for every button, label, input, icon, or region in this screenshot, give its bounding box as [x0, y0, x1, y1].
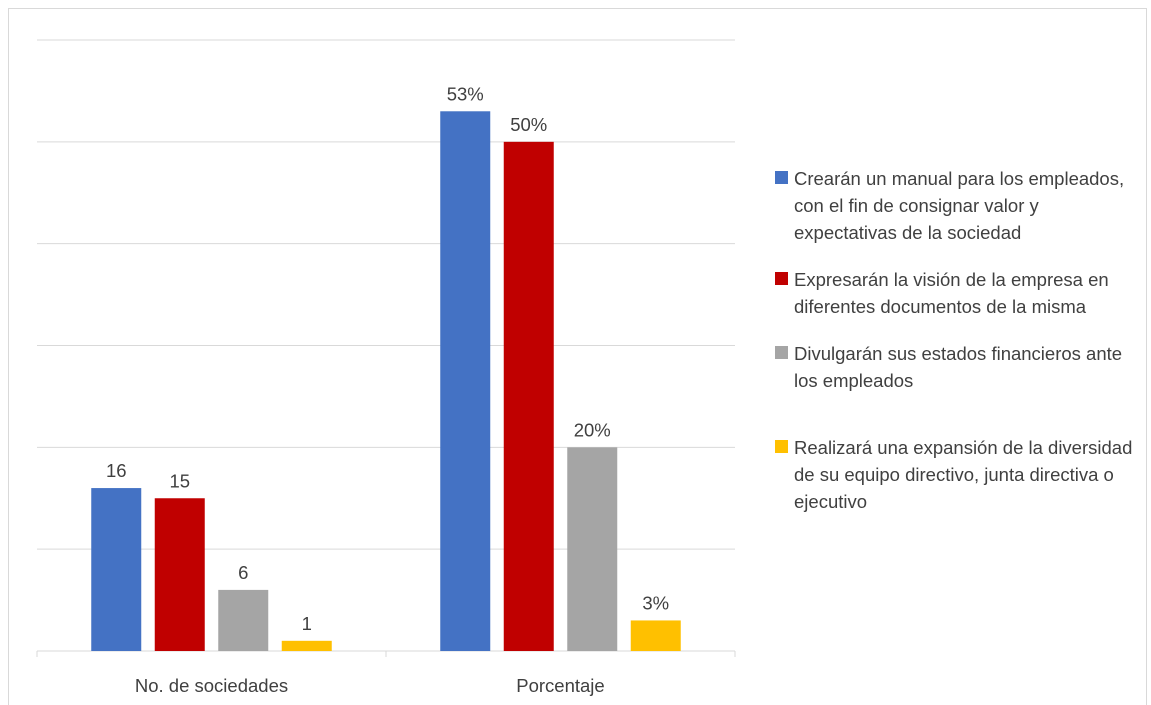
- x-tick-label: Porcentaje: [516, 675, 604, 696]
- legend-item: Realizará una expansión de la diversidad…: [775, 434, 1140, 515]
- bar: [281, 640, 332, 651]
- x-tick-label: No. de sociedades: [135, 675, 288, 696]
- chart-legend: Crearán un manual para los empleados, co…: [775, 165, 1140, 515]
- data-label: 15: [169, 470, 190, 491]
- legend-swatch: [775, 171, 788, 184]
- legend-item: Crearán un manual para los empleados, co…: [775, 165, 1140, 246]
- data-label: 3%: [642, 592, 669, 613]
- data-label: 6: [238, 562, 248, 583]
- bar: [503, 141, 554, 652]
- legend-label: Crearán un manual para los empleados, co…: [794, 168, 1125, 243]
- data-label: 50%: [510, 114, 547, 135]
- data-label: 1: [302, 613, 312, 634]
- legend-item: Expresarán la visión de la empresa en di…: [775, 266, 1140, 320]
- data-label: 16: [106, 460, 127, 481]
- bar: [91, 488, 142, 651]
- legend-label: Expresarán la visión de la empresa en di…: [794, 269, 1109, 317]
- legend-label: Realizará una expansión de la diversidad…: [794, 437, 1133, 512]
- legend-swatch: [775, 440, 788, 453]
- bar: [630, 620, 681, 651]
- legend-label: Divulgarán sus estados financieros ante …: [794, 343, 1123, 391]
- bar: [440, 111, 491, 652]
- data-label: 53%: [447, 83, 484, 104]
- bar: [567, 447, 618, 651]
- bar: [154, 498, 205, 651]
- legend-item: Divulgarán sus estados financieros ante …: [775, 340, 1140, 394]
- data-label: 20%: [574, 419, 611, 440]
- legend-swatch: [775, 346, 788, 359]
- legend-swatch: [775, 272, 788, 285]
- bar: [218, 589, 269, 651]
